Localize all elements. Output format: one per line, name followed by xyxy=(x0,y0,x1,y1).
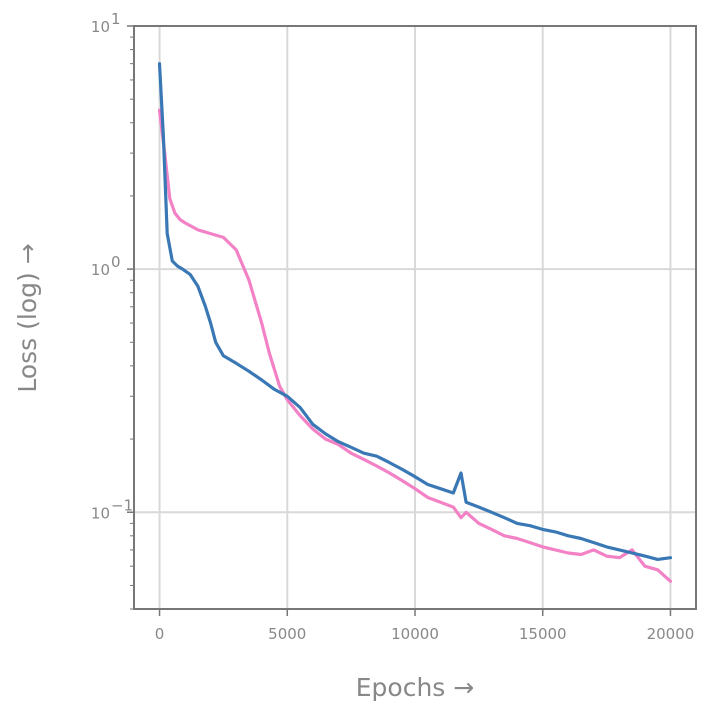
y-tick-base: 10 xyxy=(91,504,110,522)
y-tick-base: 10 xyxy=(91,18,110,36)
series-layer xyxy=(157,62,673,583)
series-line-2 xyxy=(157,62,673,562)
y-tick-base: 10 xyxy=(91,261,110,279)
y-tick-exponent: −1 xyxy=(111,496,133,514)
x-tick-label: 10000 xyxy=(391,625,439,643)
x-axis-title: Epochs → xyxy=(356,673,474,702)
y-axis-title: Loss (log) → xyxy=(13,243,42,392)
x-tick-label: 0 xyxy=(155,625,165,643)
grid xyxy=(134,25,696,609)
x-tick-label: 5000 xyxy=(268,625,306,643)
y-tick-label: 10 xyxy=(91,18,110,36)
x-tick-label: 15000 xyxy=(519,625,567,643)
y-tick-exponent: 0 xyxy=(111,253,121,271)
series-line-1 xyxy=(157,108,673,583)
y-tick-label: 10 xyxy=(91,261,110,279)
y-tick-label: 10 xyxy=(91,504,110,522)
x-tick-label: 20000 xyxy=(647,625,695,643)
y-tick-exponent: 1 xyxy=(111,10,121,28)
